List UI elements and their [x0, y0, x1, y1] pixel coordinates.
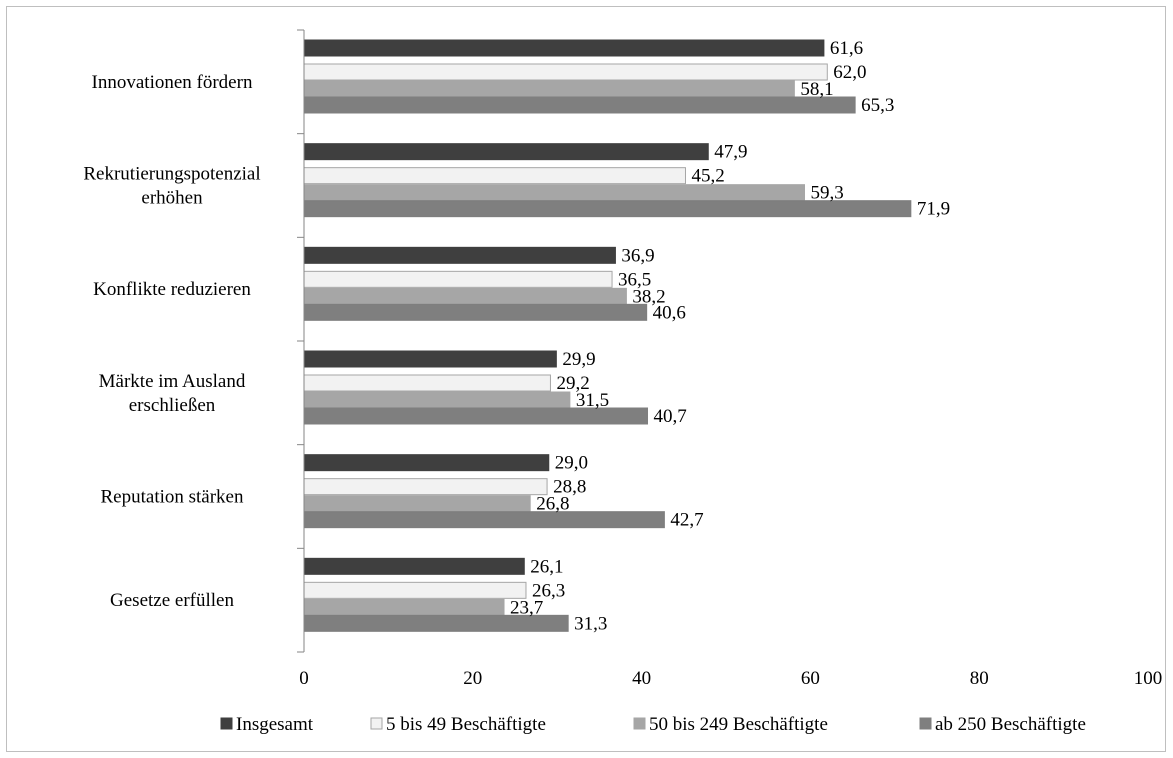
value-label-1-2: 47,9: [714, 142, 747, 163]
bar-4-1: [303, 96, 856, 114]
category-label-line: Rekrutierungspotenzial: [83, 164, 260, 185]
value-label-2-4: 29,2: [556, 373, 589, 394]
bar-1-4: [303, 350, 557, 368]
bar-1-2: [303, 143, 709, 161]
category-label-4: Märkte im Ausland erschließen: [99, 371, 246, 416]
value-label-4-5: 42,7: [670, 510, 703, 531]
x-tick-label-40: 40: [632, 668, 651, 689]
legend-swatch-1: [220, 717, 233, 730]
legend-label-4: ab 250 Beschäftigte: [935, 714, 1086, 735]
bar-4-5: [303, 511, 665, 529]
chart-frame: [6, 6, 1166, 752]
value-label-2-3: 36,5: [618, 269, 651, 290]
category-label-line: Innovationen fördern: [92, 72, 253, 93]
bar-2-4: [303, 374, 551, 392]
bars-group: [303, 39, 912, 632]
category-label-6: Gesetze erfüllen: [110, 590, 234, 611]
value-label-4-2: 71,9: [917, 199, 950, 220]
axes-group: [297, 29, 305, 653]
bar-2-6: [303, 581, 527, 599]
bar-3-4: [303, 391, 571, 409]
value-label-1-5: 29,0: [555, 453, 588, 474]
bar-1-5: [303, 454, 550, 472]
category-label-3: Konflikte reduzieren: [93, 279, 251, 300]
legend-label-2: 5 bis 49 Beschäftigte: [386, 714, 546, 735]
bar-3-1: [303, 80, 795, 98]
bar-3-5: [303, 495, 531, 513]
bar-4-3: [303, 303, 648, 321]
category-label-line: Reputation stärken: [101, 487, 244, 508]
legend-label-1: Insgesamt: [236, 714, 314, 735]
value-label-4-6: 31,3: [574, 613, 607, 634]
x-tick-label-20: 20: [463, 668, 482, 689]
legend-label-3: 50 bis 249 Beschäftigte: [649, 714, 828, 735]
value-label-1-1: 61,6: [830, 38, 863, 59]
bar-1-6: [303, 557, 525, 575]
x-tick-label-0: 0: [299, 668, 309, 689]
category-label-line: Gesetze erfüllen: [110, 590, 234, 611]
value-label-3-2: 59,3: [810, 183, 843, 204]
value-label-3-3: 38,2: [632, 286, 665, 307]
bar-2-5: [303, 478, 548, 496]
bar-1-3: [303, 246, 616, 264]
category-label-1: Innovationen fördern: [92, 72, 253, 93]
x-tick-label-60: 60: [801, 668, 820, 689]
legend-swatch-4: [919, 717, 932, 730]
value-label-4-4: 40,7: [654, 406, 687, 427]
value-label-2-1: 62,0: [833, 62, 866, 83]
x-tick-label-80: 80: [970, 668, 989, 689]
value-label-1-3: 36,9: [621, 245, 654, 266]
category-label-line: Märkte im Ausland: [99, 371, 246, 392]
legend-swatch-3: [633, 717, 646, 730]
category-label-5: Reputation stärken: [101, 487, 244, 508]
value-label-1-4: 29,9: [562, 349, 595, 370]
category-label-line: Konflikte reduzieren: [93, 279, 251, 300]
value-label-2-2: 45,2: [691, 166, 724, 187]
labels-group: 61,6 62,058,1 65,3 Innovationen fördern 47,9…: [83, 38, 1162, 689]
value-label-4-1: 65,3: [861, 95, 894, 116]
value-label-2-6: 26,3: [532, 580, 565, 601]
value-label-3-1: 58,1: [800, 79, 833, 100]
legend: Insgesamt 5 bis 49 Beschäftigte 50 bis 249…: [220, 714, 1086, 735]
bar-3-6: [303, 598, 505, 616]
value-label-3-4: 31,5: [576, 390, 609, 411]
category-label-2: Rekrutierungspotenzial erhöhen: [83, 164, 260, 209]
category-label-line: erhöhen: [141, 188, 203, 209]
value-label-2-5: 28,8: [553, 477, 586, 498]
bar-3-3: [303, 287, 627, 305]
category-label-line: erschließen: [129, 395, 216, 416]
bar-2-1: [303, 63, 828, 81]
value-label-4-3: 40,6: [653, 302, 686, 323]
bar-1-1: [303, 39, 825, 57]
bar-2-2: [303, 167, 686, 185]
bar-3-2: [303, 184, 805, 202]
bar-2-3: [303, 270, 613, 288]
value-label-3-5: 26,8: [536, 494, 569, 515]
legend-swatch-2: [370, 717, 383, 730]
value-label-1-6: 26,1: [530, 556, 563, 577]
x-tick-label-100: 100: [1134, 668, 1163, 689]
value-label-3-6: 23,7: [510, 597, 543, 618]
